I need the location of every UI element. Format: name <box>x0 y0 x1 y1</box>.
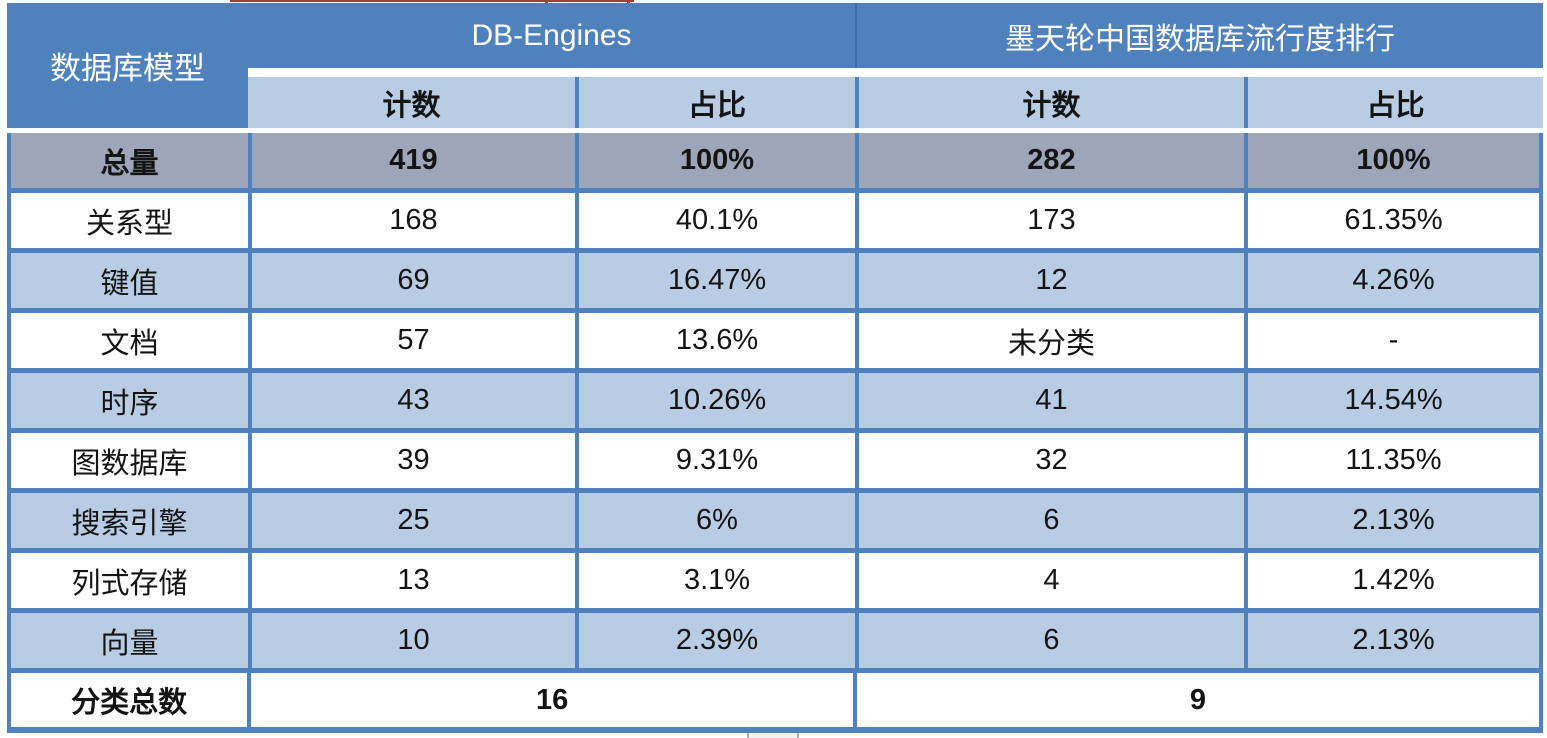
count-cell: 6 <box>855 493 1244 548</box>
count-cell: 57 <box>248 313 575 368</box>
data-row: 列式存储 13 3.1% 4 1.42% <box>11 553 1539 613</box>
row-label-cell: 键值 <box>100 267 159 300</box>
row-label-cell: 总量 <box>100 147 159 180</box>
percent-cell: 4.26% <box>1244 253 1539 308</box>
percent-cell: 13.6% <box>575 313 855 368</box>
data-row: 搜索引擎 25 6% 6 2.13% <box>11 493 1539 553</box>
subheader-percent-cell: 占比 <box>575 77 855 128</box>
scrollbar-thumb-artifact <box>747 733 799 738</box>
percent-cell: 14.54% <box>1244 373 1539 428</box>
subheader-count-cell: 计数 <box>855 77 1244 128</box>
percent-cell: 40.1% <box>575 193 855 248</box>
footer-db-engines-category-total-cell: 16 <box>247 673 852 727</box>
percent-cell: 2.13% <box>1244 613 1539 668</box>
percent-cell: 6% <box>575 493 855 548</box>
count-cell: 6 <box>855 613 1244 668</box>
data-row: 向量 10 2.39% 6 2.13% <box>11 613 1539 673</box>
count-cell: 173 <box>855 193 1244 248</box>
count-cell: 10 <box>248 613 575 668</box>
footer-label-cell: 分类总数 <box>71 687 188 719</box>
percent-cell: 1.42% <box>1244 553 1539 608</box>
percent-cell: 100% <box>1244 133 1539 188</box>
percent-cell: 16.47% <box>575 253 855 308</box>
count-cell: 32 <box>855 433 1244 488</box>
subheader-percent-cell: 占比 <box>1244 77 1543 128</box>
count-cell: 43 <box>248 373 575 428</box>
total-row: 总量 419 100% 282 100% <box>11 133 1539 193</box>
row-label-cell: 时序 <box>100 387 159 420</box>
count-cell: 419 <box>248 133 575 188</box>
count-cell: 4 <box>855 553 1244 608</box>
percent-cell: 61.35% <box>1244 193 1539 248</box>
count-cell: 39 <box>248 433 575 488</box>
percent-cell: 3.1% <box>575 553 855 608</box>
data-row: 文档 57 13.6% 未分类 - <box>11 313 1539 373</box>
data-row: 图数据库 39 9.31% 32 11.35% <box>11 433 1539 493</box>
row-label-cell: 列式存储 <box>71 567 188 600</box>
table-body: 总量 419 100% 282 100% 关系型 168 40.1% 173 6… <box>7 133 1543 733</box>
percent-cell: 10.26% <box>575 373 855 428</box>
footer-row: 分类总数 16 9 <box>11 673 1539 727</box>
count-cell: 41 <box>855 373 1244 428</box>
percent-cell: 100% <box>575 133 855 188</box>
red-annotation-line-artifact <box>230 0 634 2</box>
group-header-modb-ranking: 墨天轮中国数据库流行度排行 <box>855 3 1543 68</box>
percent-cell: 9.31% <box>575 433 855 488</box>
subheader-count-cell: 计数 <box>382 89 441 122</box>
count-cell: 12 <box>855 253 1244 308</box>
row-label-cell: 文档 <box>100 327 159 360</box>
group-header-row: DB-Engines 墨天轮中国数据库流行度排行 <box>248 3 1543 68</box>
row-label-cell: 图数据库 <box>71 447 188 480</box>
footer-modb-category-total-cell: 9 <box>852 673 1539 727</box>
percent-cell: 11.35% <box>1244 433 1539 488</box>
corner-header-cell: 数据库模型 <box>7 3 248 128</box>
row-label-cell: 关系型 <box>85 207 173 240</box>
percent-cell: 2.39% <box>575 613 855 668</box>
row-label-cell: 搜索引擎 <box>71 507 188 540</box>
count-cell: 25 <box>248 493 575 548</box>
count-cell: 未分类 <box>855 313 1244 368</box>
count-cell: 13 <box>248 553 575 608</box>
data-row: 关系型 168 40.1% 173 61.35% <box>11 193 1539 253</box>
count-cell: 168 <box>248 193 575 248</box>
percent-cell: 2.13% <box>1244 493 1539 548</box>
data-row: 时序 43 10.26% 41 14.54% <box>11 373 1539 433</box>
percent-cell: - <box>1244 313 1539 368</box>
data-row: 键值 69 16.47% 12 4.26% <box>11 253 1539 313</box>
group-header-db-engines: DB-Engines <box>471 18 632 52</box>
count-cell: 282 <box>855 133 1244 188</box>
sub-header-row: 计数 占比 计数 占比 <box>248 77 1543 128</box>
row-label-cell: 向量 <box>100 627 159 660</box>
count-cell: 69 <box>248 253 575 308</box>
